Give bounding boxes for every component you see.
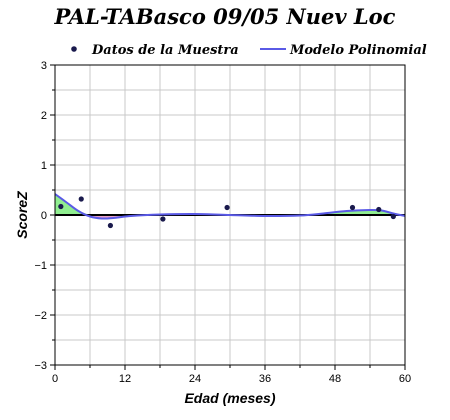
y-tick-label: 2 [41,110,47,122]
data-point [224,204,230,211]
data-point [78,196,84,202]
x-tick-label: 36 [259,373,271,385]
data-point [349,204,356,211]
polynomial-curve [54,193,406,220]
data-point [107,222,114,229]
legend-label-modelo: Modelo Polinomial [289,43,427,58]
data-point [390,213,396,220]
data-point [58,203,64,210]
y-axis-label: ScoreZ [14,191,30,239]
x-tick-label: 0 [52,373,58,385]
legend-label-datos: Datos de la Muestra [91,43,239,58]
y-tick-label: −3 [34,360,47,372]
y-tick-label: 1 [41,160,47,172]
x-tick-label: 48 [329,373,341,385]
x-tick-label: 24 [189,373,201,385]
x-tick-label: 60 [399,373,411,385]
y-tick-label: −2 [34,310,47,322]
curve-fill-above [55,194,405,215]
legend: Datos de la Muestra Modelo Polinomial [71,43,427,58]
y-tick-label: 3 [41,60,47,72]
legend-marker-datos [71,46,77,52]
x-tick-label: 12 [119,373,131,385]
chart-title: PAL-TABasco 09/05 Nuev Loc [54,4,396,29]
x-axis-label: Edad (meses) [184,390,275,406]
data-point [160,216,166,222]
data-point [376,206,382,213]
y-tick-label: −1 [34,260,47,272]
y-tick-label: 0 [41,210,47,222]
